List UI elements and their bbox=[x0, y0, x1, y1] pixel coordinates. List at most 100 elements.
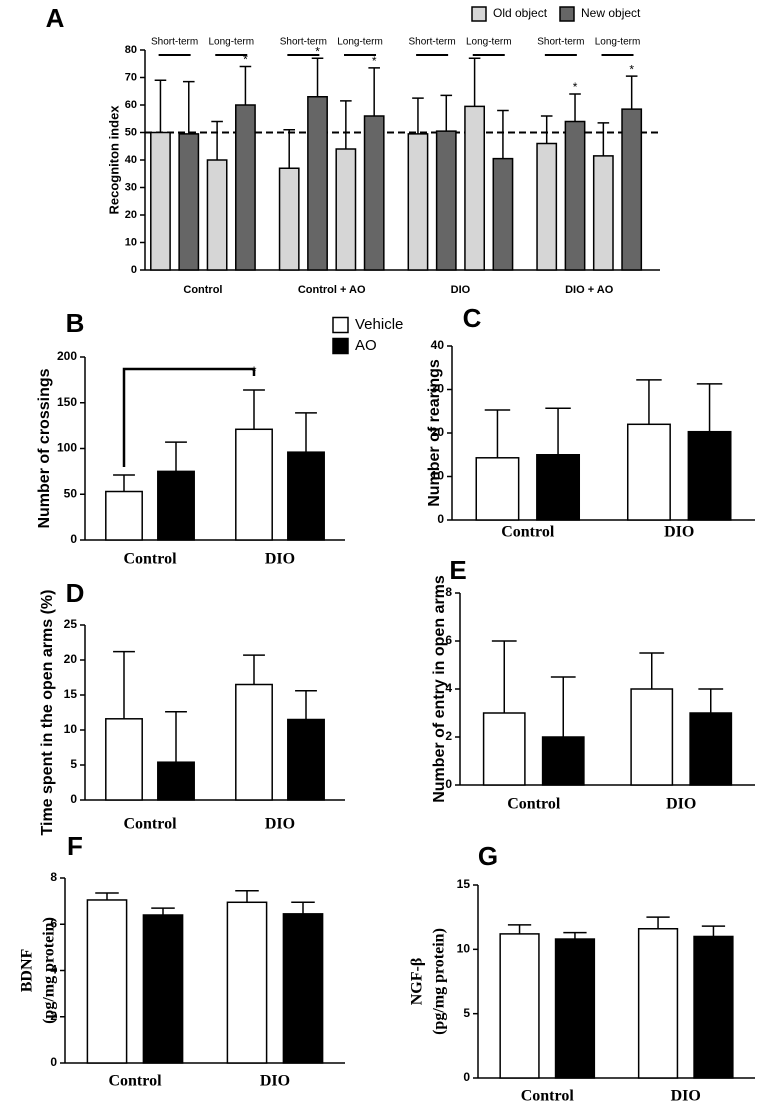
group-label: DIO bbox=[451, 284, 471, 296]
term-label: Long-term bbox=[595, 37, 641, 48]
legend-label: AO bbox=[355, 337, 377, 354]
term-label: Long-term bbox=[208, 37, 254, 48]
y-tick-label: 0 bbox=[50, 1055, 57, 1069]
y-axis-label: Number of crossings bbox=[36, 368, 53, 528]
y-tick-label: 0 bbox=[70, 532, 77, 546]
term-label: Short-term bbox=[537, 37, 584, 48]
term-label: Short-term bbox=[151, 37, 198, 48]
bar bbox=[86, 899, 128, 1064]
y-tick-label: 30 bbox=[431, 382, 445, 396]
bar bbox=[687, 430, 732, 521]
x-tick-label: DIO bbox=[260, 1073, 290, 1090]
y-tick-label: 8 bbox=[50, 870, 57, 884]
x-tick-label: Control bbox=[507, 796, 561, 813]
y-tick-label: 20 bbox=[64, 652, 78, 666]
bar bbox=[142, 914, 184, 1064]
term-label: Short-term bbox=[408, 37, 455, 48]
y-tick-label: 0 bbox=[70, 792, 77, 806]
bar bbox=[621, 108, 643, 271]
chart-panel: G NGF-β (pg/mg protein) 0 5 10 15 Control DIO bbox=[409, 841, 755, 1105]
bar bbox=[407, 133, 429, 271]
bar bbox=[287, 718, 325, 801]
y-axis-label: (pg/mg protein) bbox=[431, 928, 448, 1035]
y-tick-label: 8 bbox=[445, 585, 452, 599]
group-label: DIO + AO bbox=[565, 284, 614, 296]
term-label: Short-term bbox=[280, 37, 327, 48]
bar bbox=[492, 157, 514, 271]
bar bbox=[482, 712, 526, 786]
x-tick-label: DIO bbox=[265, 816, 295, 833]
bar bbox=[206, 159, 228, 271]
y-tick-label: 60 bbox=[125, 99, 137, 111]
y-tick-label: 200 bbox=[57, 349, 77, 363]
y-tick-label: 4 bbox=[50, 963, 57, 977]
y-axis-label: (pg/mg protein) bbox=[41, 917, 58, 1024]
y-tick-label: 40 bbox=[431, 338, 445, 352]
panel-letter: E bbox=[449, 555, 466, 585]
bar bbox=[235, 683, 273, 801]
bar bbox=[626, 423, 671, 521]
bar bbox=[150, 131, 171, 271]
term-label: Long-term bbox=[466, 37, 512, 48]
x-tick-label: Control bbox=[108, 1073, 162, 1090]
significance: * bbox=[629, 62, 634, 76]
y-tick-label: 6 bbox=[445, 633, 452, 647]
significance-bracket bbox=[122, 367, 256, 468]
bar bbox=[278, 167, 300, 271]
group-label: Control + AO bbox=[298, 284, 366, 296]
y-tick-label: 10 bbox=[125, 236, 137, 248]
x-tick-label: DIO bbox=[666, 796, 696, 813]
chart-panel: B Number of crossings 0 50 100 150 200 Control D… bbox=[36, 308, 403, 568]
y-tick-label: 0 bbox=[445, 777, 452, 791]
x-tick-label: DIO bbox=[671, 1088, 701, 1105]
bar bbox=[105, 718, 143, 801]
bar bbox=[287, 451, 325, 541]
bar bbox=[637, 927, 679, 1079]
bar bbox=[630, 688, 674, 786]
bar bbox=[105, 490, 143, 541]
y-axis-label: Number of rearings bbox=[426, 359, 443, 507]
panel-letter: F bbox=[67, 831, 83, 861]
y-tick-label: 20 bbox=[125, 209, 137, 221]
significance: * bbox=[243, 53, 248, 67]
x-tick-label: DIO bbox=[265, 551, 295, 568]
y-tick-label: 70 bbox=[125, 71, 137, 83]
y-axis-label: NGF-β bbox=[409, 958, 426, 1006]
panel-letter: D bbox=[66, 578, 85, 608]
bar bbox=[554, 938, 596, 1079]
y-tick-label: 2 bbox=[50, 1009, 57, 1023]
y-tick-label: 20 bbox=[431, 425, 445, 439]
y-tick-label: 30 bbox=[125, 181, 137, 193]
legend-swatch bbox=[559, 6, 575, 22]
y-tick-label: 50 bbox=[125, 126, 137, 138]
chart-panel: C Number of rearings 0 10 20 30 40 Control DIO bbox=[426, 303, 755, 541]
bar bbox=[282, 913, 324, 1064]
y-axis-label: Time spent in the open arms (%) bbox=[39, 590, 56, 836]
bar bbox=[689, 712, 733, 786]
y-tick-label: 100 bbox=[57, 441, 77, 455]
bar bbox=[564, 120, 586, 271]
y-tick-label: 150 bbox=[57, 395, 77, 409]
x-tick-label: Control bbox=[123, 816, 177, 833]
significance: * bbox=[315, 44, 320, 58]
y-tick-label: 0 bbox=[131, 264, 137, 276]
bar bbox=[464, 105, 486, 271]
panel-letter: B bbox=[66, 308, 85, 338]
y-tick-label: 5 bbox=[463, 1006, 470, 1020]
bar bbox=[363, 115, 385, 271]
chart-panel: D Time spent in the open arms (%) 0 5 10 15 20… bbox=[39, 578, 345, 836]
y-tick-label: 2 bbox=[445, 729, 452, 743]
significance: * bbox=[251, 363, 256, 378]
y-tick-label: 0 bbox=[463, 1070, 470, 1084]
bar bbox=[235, 428, 273, 541]
y-tick-label: 25 bbox=[64, 617, 78, 631]
y-tick-label: 0 bbox=[437, 512, 444, 526]
y-tick-label: 10 bbox=[64, 722, 78, 736]
y-tick-label: 10 bbox=[431, 469, 445, 483]
bar bbox=[178, 133, 200, 271]
term-label: Long-term bbox=[337, 37, 383, 48]
bar bbox=[499, 933, 540, 1079]
y-tick-label: 50 bbox=[64, 486, 78, 500]
